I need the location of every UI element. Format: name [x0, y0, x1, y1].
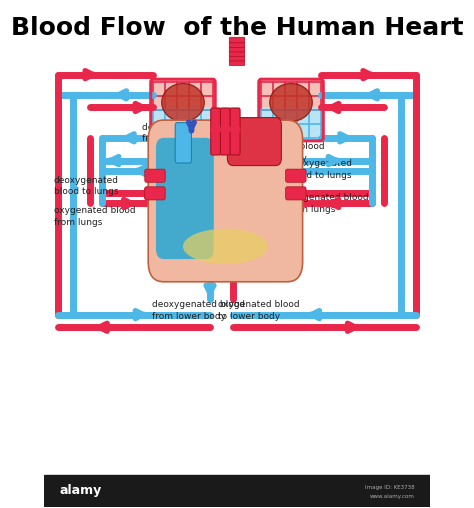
FancyBboxPatch shape — [229, 51, 245, 56]
Bar — [44, 475, 430, 506]
FancyBboxPatch shape — [220, 108, 230, 155]
FancyBboxPatch shape — [151, 80, 215, 113]
FancyBboxPatch shape — [229, 46, 245, 52]
FancyBboxPatch shape — [229, 55, 245, 61]
FancyBboxPatch shape — [229, 37, 245, 43]
FancyBboxPatch shape — [156, 138, 214, 259]
FancyBboxPatch shape — [228, 117, 282, 166]
FancyBboxPatch shape — [229, 60, 245, 66]
Ellipse shape — [183, 229, 268, 264]
Text: oxygenated blood
to lower body: oxygenated blood to lower body — [218, 300, 299, 321]
Text: oxygenated blood
from lungs: oxygenated blood from lungs — [54, 206, 135, 227]
FancyBboxPatch shape — [211, 108, 221, 155]
FancyBboxPatch shape — [229, 42, 245, 47]
Text: Blood Flow  of the Human Heart: Blood Flow of the Human Heart — [11, 16, 463, 40]
Text: oxygenated blood
from lungs: oxygenated blood from lungs — [287, 194, 369, 214]
FancyBboxPatch shape — [145, 169, 165, 182]
Text: deoxygenated blood
from lower body: deoxygenated blood from lower body — [152, 300, 245, 321]
Text: deoxygenated blood
from upper body: deoxygenated blood from upper body — [143, 122, 236, 143]
Text: alamy: alamy — [59, 485, 102, 497]
FancyBboxPatch shape — [230, 108, 240, 155]
Text: oxygenated blood
to upper body: oxygenated blood to upper body — [243, 142, 324, 163]
Text: www.alamy.com: www.alamy.com — [370, 494, 415, 499]
FancyBboxPatch shape — [175, 122, 191, 163]
Ellipse shape — [270, 83, 312, 121]
FancyBboxPatch shape — [259, 108, 323, 140]
FancyBboxPatch shape — [259, 80, 323, 113]
Text: Image ID: KE3738: Image ID: KE3738 — [365, 485, 415, 490]
FancyBboxPatch shape — [148, 120, 302, 282]
FancyBboxPatch shape — [151, 108, 215, 140]
FancyBboxPatch shape — [286, 187, 306, 200]
FancyBboxPatch shape — [145, 187, 165, 200]
Ellipse shape — [162, 83, 204, 121]
Text: deoxygenated
blood to lungs: deoxygenated blood to lungs — [54, 176, 118, 197]
Text: deoxygenated
blood to lungs: deoxygenated blood to lungs — [287, 159, 352, 180]
FancyBboxPatch shape — [286, 169, 306, 182]
